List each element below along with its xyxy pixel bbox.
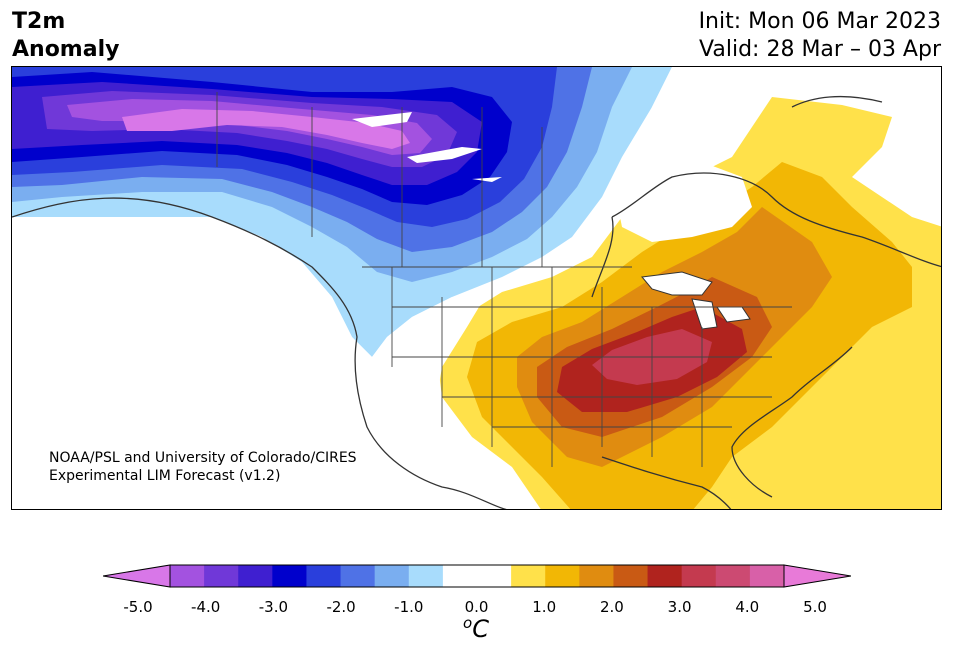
- credit-line-2: Experimental LIM Forecast (v1.2): [49, 468, 281, 484]
- init-date: Init: Mon 06 Mar 2023: [698, 9, 941, 34]
- colorbar-segment: [715, 565, 751, 587]
- colorbar-segment: [749, 565, 785, 587]
- colorbar-tick-label: -1.0: [394, 598, 424, 616]
- colorbar-tick-label: 4.0: [735, 598, 760, 616]
- neutral-pacific-area: [12, 217, 372, 509]
- title-line-2: Anomaly: [12, 37, 120, 62]
- colorbar-segment: [681, 565, 717, 587]
- credit-text: NOAA/PSL and University of Colorado/CIRE…: [49, 449, 357, 485]
- unit-label: oC: [463, 614, 489, 643]
- map-canvas: [12, 67, 941, 509]
- colorbar-tick-label: -4.0: [191, 598, 221, 616]
- colorbar-tick-label: 2.0: [599, 598, 624, 616]
- colorbar-tick-label: 3.0: [667, 598, 692, 616]
- colorbar-segment: [477, 565, 512, 587]
- colorbar-border: [169, 564, 785, 588]
- colorbar-segment: [408, 565, 444, 587]
- colorbar-segment: [204, 565, 239, 587]
- colorbar-tick-label: 1.0: [532, 598, 557, 616]
- colorbar-extend-high: [783, 564, 852, 588]
- colorbar-tick-label: -2.0: [326, 598, 356, 616]
- colorbar-segment: [170, 565, 205, 587]
- great-lakes: [641, 271, 751, 330]
- colorbar-svg: [102, 564, 852, 588]
- title-line-1: T2m: [12, 9, 66, 34]
- neutral-hudson-area: [612, 162, 752, 242]
- colorbar-segment: [272, 565, 307, 587]
- neutral-greenland-area: [642, 67, 941, 147]
- colorbar-segment: [613, 565, 649, 587]
- colorbar-segment: [306, 565, 342, 587]
- forecast-dates: Init: Mon 06 Mar 2023 Valid: 28 Mar – 03…: [699, 8, 941, 64]
- map-title: T2m Anomaly: [12, 8, 119, 64]
- neutral-west-area: [342, 297, 510, 509]
- colorbar-segment: [579, 565, 614, 587]
- colorbar-tick-label: 0.0: [464, 598, 489, 616]
- colorbar-segment: [647, 565, 683, 587]
- colorbar-segment: [374, 565, 410, 587]
- canada-lakes: [352, 112, 502, 182]
- colorbar-tick-label: 5.0: [803, 598, 827, 616]
- unit-superscript: o: [463, 614, 473, 632]
- credit-line-1: NOAA/PSL and University of Colorado/CIRE…: [49, 450, 357, 466]
- anomaly-map: NOAA/PSL and University of Colorado/CIRE…: [11, 66, 942, 510]
- colorbar-tick-label: -5.0: [123, 598, 153, 616]
- colorbar-tick-label: -3.0: [258, 598, 289, 616]
- political-borders: [216, 92, 792, 467]
- colorbar-segment: [545, 565, 580, 587]
- colorbar-segment: [511, 565, 546, 587]
- colorbar-extend-low: [102, 564, 171, 588]
- colorbar-segment: [238, 565, 273, 587]
- colorbar-segment: [340, 565, 376, 587]
- colorbar: [102, 561, 852, 591]
- unit-letter: C: [472, 615, 489, 643]
- coastlines: [12, 95, 941, 509]
- colorbar-segment: [442, 565, 478, 587]
- valid-date: Valid: 28 Mar – 03 Apr: [699, 37, 941, 62]
- cold-anomaly-magenta: [122, 109, 410, 149]
